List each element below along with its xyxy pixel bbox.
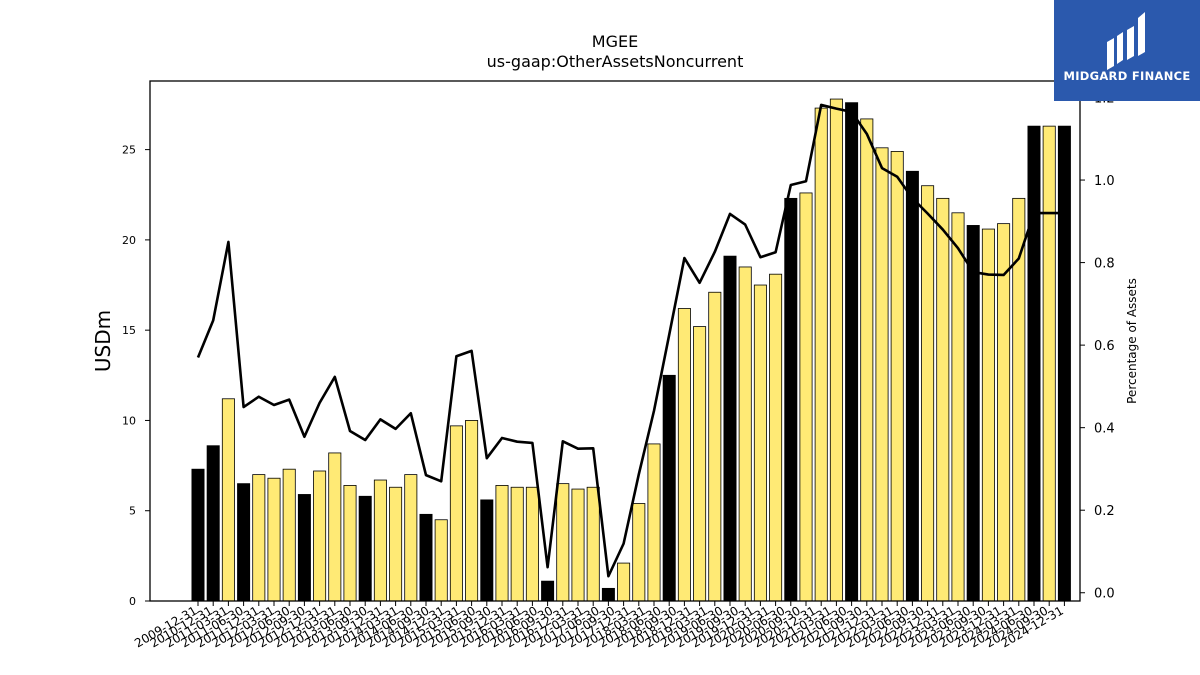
bar — [525, 486, 539, 602]
bar — [495, 485, 509, 602]
bar — [829, 98, 843, 602]
bar — [647, 443, 661, 602]
y2-tick-label: 0.2 — [1094, 504, 1115, 519]
bar — [814, 107, 828, 602]
bar — [981, 228, 995, 602]
y-tick-label: 10 — [122, 414, 136, 427]
bar — [875, 147, 889, 602]
bar — [586, 486, 600, 602]
y2-tick-label: 1.0 — [1094, 174, 1115, 189]
bar — [571, 488, 585, 602]
bar — [404, 474, 418, 602]
bar — [890, 151, 904, 602]
bar — [191, 468, 205, 602]
bar — [921, 185, 935, 602]
y-tick-label: 15 — [122, 324, 136, 337]
percentage-line — [196, 103, 1065, 578]
y2-tick-label: 0.0 — [1094, 587, 1115, 602]
midgard-logo-icon — [1107, 12, 1145, 70]
y-axis-left: 0 5 10 15 20 25 — [122, 144, 150, 608]
bar — [556, 483, 570, 602]
bar — [297, 494, 311, 602]
chart-title: MGEE — [591, 32, 639, 51]
bar — [708, 291, 722, 602]
y2-tick-label: 0.6 — [1094, 339, 1115, 354]
bar — [738, 266, 752, 602]
bar — [784, 197, 798, 602]
bar — [237, 483, 251, 602]
bar — [905, 170, 919, 602]
bar — [434, 519, 448, 602]
bar — [617, 562, 631, 602]
bar — [328, 452, 342, 602]
y-axis-label: USDm — [91, 310, 115, 372]
bar — [373, 479, 387, 602]
bar — [389, 486, 403, 602]
bar — [221, 398, 235, 602]
bar — [343, 485, 357, 602]
x-axis: 2009-12-312010-12-312011-03-312011-06-30… — [132, 601, 1066, 650]
bar — [997, 223, 1011, 602]
plot-frame — [149, 80, 1081, 602]
bar — [313, 470, 327, 602]
bar — [936, 197, 950, 602]
bar — [601, 587, 615, 602]
bar — [860, 118, 874, 602]
bar — [693, 326, 707, 602]
bar — [267, 477, 281, 602]
bar — [1027, 125, 1041, 602]
bar — [1057, 125, 1071, 602]
bar — [465, 420, 479, 602]
bar — [419, 513, 433, 602]
bar — [845, 102, 859, 602]
bar — [799, 192, 813, 602]
bar — [966, 225, 980, 602]
bar — [510, 486, 524, 602]
bar — [282, 468, 296, 602]
bar — [541, 580, 555, 602]
y-axis-right: 0.00.20.40.60.81.01.2 — [1080, 92, 1115, 602]
y2-tick-label: 0.4 — [1094, 422, 1115, 437]
bar — [662, 374, 676, 602]
bar — [677, 308, 691, 602]
bar — [480, 499, 494, 602]
chart-subtitle: us-gaap:OtherAssetsNoncurrent — [486, 52, 744, 71]
midgard-finance-logo: MIDGARD FINANCE — [1054, 0, 1200, 101]
bar — [252, 474, 266, 602]
bar — [723, 255, 737, 602]
line-series — [196, 103, 1065, 578]
bar — [1042, 125, 1056, 602]
bar — [206, 445, 220, 602]
bar — [753, 284, 767, 602]
bar — [632, 503, 646, 602]
y-tick-label: 5 — [129, 505, 136, 518]
bar — [951, 212, 965, 602]
y2-tick-label: 0.8 — [1094, 257, 1115, 272]
bar — [769, 273, 783, 602]
y-tick-label: 0 — [129, 595, 136, 608]
bar — [449, 425, 463, 602]
y-tick-label: 25 — [122, 144, 136, 157]
logo-text: MIDGARD FINANCE — [1063, 69, 1191, 83]
y-tick-label: 20 — [122, 234, 136, 247]
y2-axis-label: Percentage of Assets — [1125, 278, 1139, 404]
bar-series — [191, 98, 1071, 602]
bar — [358, 495, 372, 602]
